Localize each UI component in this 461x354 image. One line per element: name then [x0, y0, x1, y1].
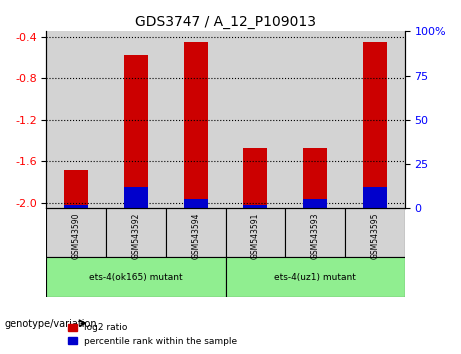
Bar	[166, 32, 225, 208]
Text: GSM543593: GSM543593	[311, 212, 319, 259]
FancyBboxPatch shape	[47, 208, 106, 257]
Text: GSM543591: GSM543591	[251, 212, 260, 259]
Bar	[106, 32, 166, 208]
Bar	[124, 55, 148, 208]
Bar	[243, 205, 267, 208]
Bar	[184, 42, 207, 208]
Bar	[363, 187, 387, 208]
Bar	[285, 32, 345, 208]
Bar	[345, 32, 405, 208]
Title: GDS3747 / A_12_P109013: GDS3747 / A_12_P109013	[135, 15, 316, 29]
FancyBboxPatch shape	[225, 257, 405, 297]
Bar	[47, 32, 106, 208]
Bar	[184, 199, 207, 208]
FancyBboxPatch shape	[106, 208, 166, 257]
Text: genotype/variation: genotype/variation	[5, 319, 97, 329]
Bar	[65, 170, 88, 208]
Bar	[225, 32, 285, 208]
Legend: log2 ratio, percentile rank within the sample: log2 ratio, percentile rank within the s…	[65, 320, 241, 349]
FancyBboxPatch shape	[166, 208, 225, 257]
Bar	[243, 148, 267, 208]
Text: ets-4(ok165) mutant: ets-4(ok165) mutant	[89, 273, 183, 281]
Bar	[124, 187, 148, 208]
Bar	[65, 205, 88, 208]
Text: GSM543592: GSM543592	[131, 212, 141, 259]
Bar	[363, 42, 387, 208]
FancyBboxPatch shape	[225, 208, 285, 257]
Bar	[303, 199, 327, 208]
Text: GSM543595: GSM543595	[370, 212, 379, 259]
Text: GSM543594: GSM543594	[191, 212, 200, 259]
Text: ets-4(uz1) mutant: ets-4(uz1) mutant	[274, 273, 356, 281]
Bar	[303, 148, 327, 208]
FancyBboxPatch shape	[285, 208, 345, 257]
Text: GSM543590: GSM543590	[72, 212, 81, 259]
FancyBboxPatch shape	[345, 208, 405, 257]
FancyBboxPatch shape	[47, 257, 225, 297]
